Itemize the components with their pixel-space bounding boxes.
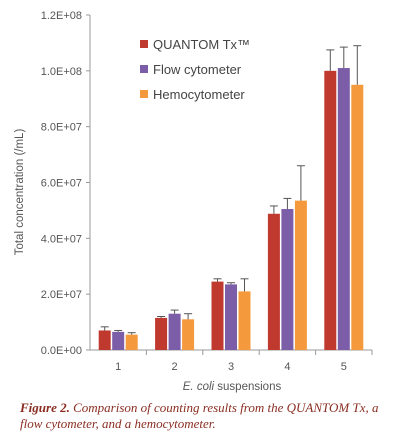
legend-swatch (140, 40, 148, 48)
x-axis-label: E. coli suspensions (183, 381, 282, 393)
x-tick-label: 3 (228, 361, 234, 373)
figure-caption: Figure 2. Comparison of counting results… (20, 400, 392, 432)
caption-text: Comparison of counting results from the … (20, 400, 379, 431)
legend-label: QUANTOM Tx™ (153, 37, 250, 52)
bar (351, 84, 364, 351)
x-tick-label: 4 (284, 361, 290, 373)
legend-label: Hemocytometer (153, 87, 245, 102)
bar (324, 70, 337, 350)
bar (225, 284, 237, 350)
legend-swatch (140, 65, 148, 73)
x-axis-label-rest: suspensions (214, 381, 281, 393)
bar (168, 313, 181, 350)
y-tick-label: 1.2E+08 (41, 10, 82, 22)
caption-label: Figure 2. (20, 400, 70, 415)
x-tick-label: 5 (341, 361, 347, 373)
error-bars (100, 45, 362, 335)
chart: 0.0E+00 2.0E+07 4.0E+07 6.0E+07 8.0E+07 1.0E+… (14, 10, 373, 393)
legend-swatch (140, 90, 148, 98)
bar (281, 209, 294, 350)
legend-label: Flow cytometer (153, 62, 242, 77)
axes: 0.0E+00 2.0E+07 4.0E+07 6.0E+07 8.0E+07 1.0E+… (41, 10, 373, 373)
bars (98, 68, 364, 351)
bar (155, 317, 168, 350)
y-tick-label: 1.0E+08 (41, 66, 82, 78)
bar (182, 319, 195, 350)
legend: QUANTOM Tx™ Flow cytometer Hemocytometer (140, 37, 250, 102)
y-tick-label: 4.0E+07 (41, 233, 82, 245)
bar (267, 213, 280, 350)
bar (125, 334, 138, 350)
bar (98, 330, 111, 350)
y-axis-label: Total concentration (/mL) (14, 129, 26, 256)
x-axis-label-italic: E. coli (183, 381, 215, 393)
y-tick-label: 0.0E+00 (41, 345, 82, 357)
bar (211, 281, 224, 350)
y-tick-label: 6.0E+07 (41, 178, 82, 190)
bar (294, 200, 307, 350)
bar (112, 331, 125, 350)
bar (337, 68, 350, 351)
y-tick-label: 8.0E+07 (41, 122, 82, 134)
x-tick-label: 2 (172, 361, 178, 373)
bar (238, 291, 251, 350)
x-tick-label: 1 (115, 361, 121, 373)
y-tick-label: 2.0E+07 (41, 289, 82, 301)
